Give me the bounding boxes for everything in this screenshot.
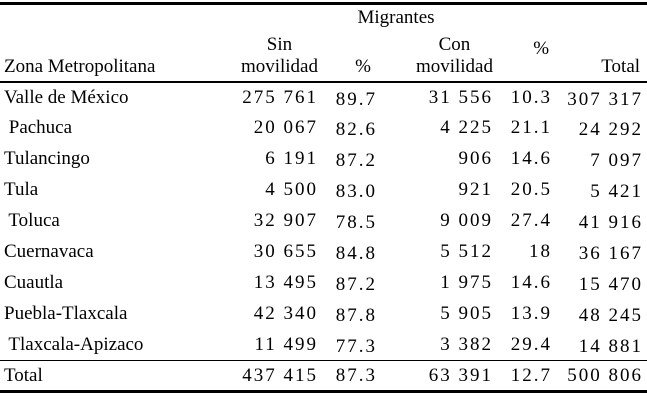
cell-zona: Tlaxcala-Apizaco [4, 333, 144, 355]
cell-pct-sin: 82.6 [335, 119, 377, 140]
cell-sin-movilidad: 20 067 [253, 117, 318, 138]
column-header-pct-con: % [493, 31, 553, 83]
table-header: Migrantes Zona Metropolitana Sin movilid… [0, 4, 647, 83]
column-header-sin-movilidad-label: Sin movilidad [240, 33, 318, 77]
cell-pct-sin: 83.0 [335, 181, 377, 202]
cell-con-movilidad: 3 382 [440, 333, 493, 355]
table-row: Tulancingo 6 191 87.2 906 14.6 7 097 [0, 144, 647, 175]
cell-con-movilidad: 31 556 [428, 86, 493, 108]
column-header-sin-movilidad: Sin movilidad [240, 31, 318, 83]
cell-pct-con: 29.4 [510, 333, 553, 355]
migrantes-group-header: Migrantes [357, 7, 435, 29]
table-row: Toluca 32 907 78.5 9 009 27.4 41 916 [0, 206, 647, 237]
column-header-zona: Zona Metropolitana [0, 31, 240, 83]
cell-zona: Tulancingo [4, 148, 90, 169]
cell-pct-con: 10.3 [510, 86, 553, 108]
cell-zona: Tula [4, 179, 39, 200]
cell-total: 307 317 [567, 88, 644, 110]
cell-total: 5 421 [590, 181, 644, 202]
table-row: Cuernavaca 30 655 84.8 5 512 18 36 167 [0, 237, 647, 268]
cell-pct-sin: 87.2 [335, 150, 377, 171]
cell-con-movilidad: 5 905 [440, 303, 493, 324]
cell-total: 24 292 [578, 119, 644, 140]
cell-pct-sin: 87.8 [335, 305, 377, 326]
cell-sin-movilidad: 30 655 [253, 241, 318, 262]
table-body: Valle de México 275 761 89.7 31 556 10.3… [0, 82, 647, 392]
cell-sin-movilidad: 6 191 [265, 148, 318, 169]
cell-pct-sin: 78.5 [335, 212, 377, 233]
cell-pct-sin: 77.3 [335, 335, 377, 357]
cell-pct-con: 14.6 [510, 148, 553, 169]
cell-sin-movilidad-total: 437 415 [240, 360, 318, 392]
cell-pct-con: 13.9 [510, 303, 553, 324]
cell-total: 36 167 [578, 243, 644, 264]
column-header-total: Total [552, 31, 647, 83]
cell-pct-con: 20.5 [510, 179, 553, 200]
cell-sin-movilidad: 275 761 [242, 86, 318, 108]
cell-zona: Cuautla [4, 272, 64, 293]
cell-con-movilidad: 1 975 [440, 272, 493, 293]
cell-pct-sin: 87.2 [335, 274, 377, 295]
group-header-row: Migrantes [0, 4, 647, 32]
cell-pct-con: 27.4 [510, 210, 553, 231]
column-header-con-movilidad-label: Con movilidad [415, 33, 493, 77]
total-spacer [552, 4, 647, 32]
cell-zona: Cuernavaca [4, 241, 94, 262]
cell-pct-con: 18 [529, 241, 553, 262]
table-row: Pachuca 20 067 82.6 4 225 21.1 24 292 [0, 113, 647, 144]
cell-sin-movilidad: 4 500 [265, 179, 318, 200]
table-row: Tula 4 500 83.0 921 20.5 5 421 [0, 175, 647, 206]
column-header-con-movilidad: Con movilidad [377, 31, 493, 83]
table-row: Cuautla 13 495 87.2 1 975 14.6 15 470 [0, 268, 647, 299]
cell-total: 7 097 [590, 150, 644, 171]
column-header-pct-sin: % [318, 31, 377, 83]
migrants-mobility-table: Migrantes Zona Metropolitana Sin movilid… [0, 2, 647, 393]
table-row: Valle de México 275 761 89.7 31 556 10.3… [0, 82, 647, 113]
cell-total: 41 916 [578, 212, 644, 233]
cell-zona: Toluca [4, 210, 60, 231]
cell-sin-movilidad: 11 499 [254, 333, 318, 355]
table-row: Puebla-Tlaxcala 42 340 87.8 5 905 13.9 4… [0, 299, 647, 330]
table-row: Tlaxcala-Apizaco 11 499 77.3 3 382 29.4 … [0, 330, 647, 361]
cell-pct-sin: 84.8 [335, 243, 377, 264]
cell-pct-sin: 89.7 [335, 88, 377, 110]
cell-con-movilidad-total: 63 391 [377, 360, 493, 392]
column-header-row: Zona Metropolitana Sin movilidad % Con m… [0, 31, 647, 83]
cell-sin-movilidad: 13 495 [253, 272, 318, 293]
corner-spacer [0, 4, 240, 32]
cell-zona: Valle de México [4, 86, 129, 108]
cell-con-movilidad: 906 [458, 148, 493, 169]
cell-con-movilidad: 5 512 [440, 241, 493, 262]
cell-zona: Puebla-Tlaxcala [4, 303, 128, 324]
cell-total: 15 470 [578, 274, 644, 295]
cell-pct-sin-total: 87.3 [318, 360, 377, 392]
cell-pct-con-total: 12.7 [493, 360, 553, 392]
cell-con-movilidad: 4 225 [440, 117, 493, 138]
cell-zona: Pachuca [4, 117, 73, 138]
table-total-row: Total 437 415 87.3 63 391 12.7 500 806 [0, 360, 647, 392]
cell-con-movilidad: 9 009 [440, 210, 493, 231]
cell-con-movilidad: 921 [458, 179, 493, 200]
cell-sin-movilidad: 42 340 [253, 303, 318, 324]
cell-pct-con: 21.1 [510, 117, 553, 138]
cell-zona-total: Total [0, 360, 240, 392]
cell-sin-movilidad: 32 907 [253, 210, 318, 231]
cell-total: 14 881 [578, 335, 644, 357]
cell-total-total: 500 806 [552, 360, 647, 392]
cell-total: 48 245 [578, 305, 644, 326]
cell-pct-con: 14.6 [510, 272, 553, 293]
